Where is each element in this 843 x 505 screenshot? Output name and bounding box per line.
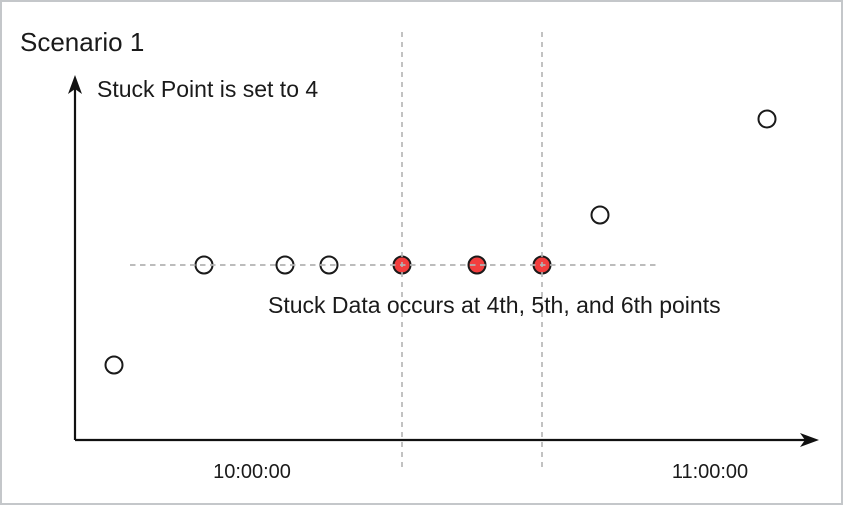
x-axis-arrowhead <box>800 433 819 447</box>
diagram-title: Scenario 1 <box>20 27 145 57</box>
y-axis-arrowhead <box>68 75 82 94</box>
annotation-stuck-point: Stuck Point is set to 4 <box>97 76 319 102</box>
x-tick-label-11-00-00: 11:00:00 <box>671 461 749 483</box>
annotation-stuck-data: Stuck Data occurs at 4th, 5th, and 6th p… <box>268 292 721 318</box>
x-tick-label-10-00-00: 10:00:00 <box>213 461 291 483</box>
data-point-8 <box>590 205 610 225</box>
data-point-9 <box>757 109 777 129</box>
data-point-1 <box>104 355 124 375</box>
